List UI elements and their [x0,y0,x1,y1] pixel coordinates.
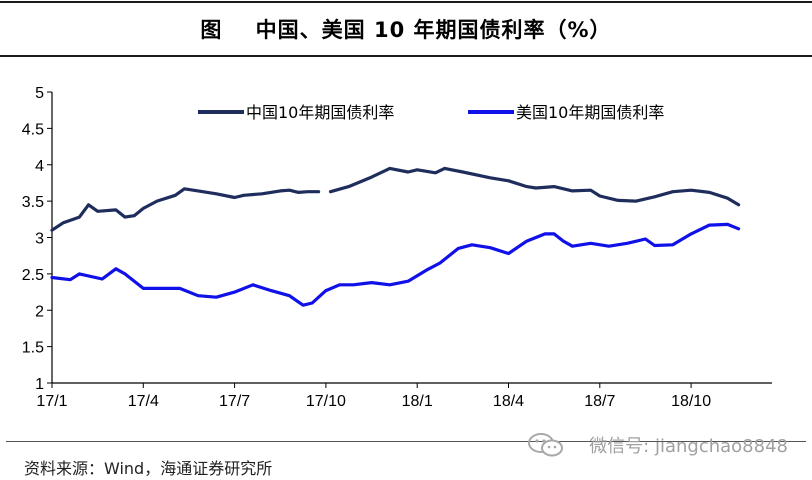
title-top-rule [0,1,812,3]
x-tick-label: 17/1 [36,393,67,410]
y-tick-label: 1.5 [22,340,44,357]
page-title: 图 中国、美国 10 年期国债利率（%） [200,18,612,42]
series-line-2 [50,222,741,307]
series-line-1 [50,187,321,232]
x-tick-label: 17/4 [128,393,159,410]
y-tick-label: 3.5 [22,194,44,211]
series-line-1 [328,166,741,207]
y-tick-label: 2 [35,303,44,320]
watermark: 微信号: jiangchao8848 [589,436,788,457]
y-tick-label: 5 [35,85,44,102]
x-tick-label: 18/4 [493,393,524,410]
x-tick-label: 18/7 [584,393,615,410]
chart-legend: 中国10年期国债利率 美国10年期国债利率 [198,103,664,122]
line-chart: 1 1.5 2 2.5 3 3.5 4 4.5 5 17/1 17/4 17/7 17/10 18/1 18… [22,85,772,410]
y-tick-label: 2.5 [22,267,44,284]
legend-label-1: 中国10年期国债利率 [246,103,394,122]
y-tick-label: 3 [35,231,44,248]
footer-rule [6,441,806,442]
x-tick-label: 18/1 [402,393,433,410]
chart-series-layer [50,166,741,307]
title-bar: 图 中国、美国 10 年期国债利率（%） [0,0,812,58]
y-tick-label: 1 [35,376,44,393]
x-tick-label: 18/10 [671,393,711,410]
legend-label-2: 美国10年期国债利率 [516,103,664,122]
wechat-logo-icon [528,433,563,457]
y-tick-label: 4 [35,158,44,175]
x-tick-label: 17/7 [219,393,250,410]
x-tick-label: 17/10 [306,393,346,410]
y-tick-label: 4.5 [22,121,44,138]
chart-axes: 1 1.5 2 2.5 3 3.5 4 4.5 5 17/1 17/4 17/7 17/10 18/1 18… [22,85,772,410]
source-note: 资料来源：Wind，海通证券研究所 [24,459,273,478]
title-bottom-rule [0,55,812,57]
